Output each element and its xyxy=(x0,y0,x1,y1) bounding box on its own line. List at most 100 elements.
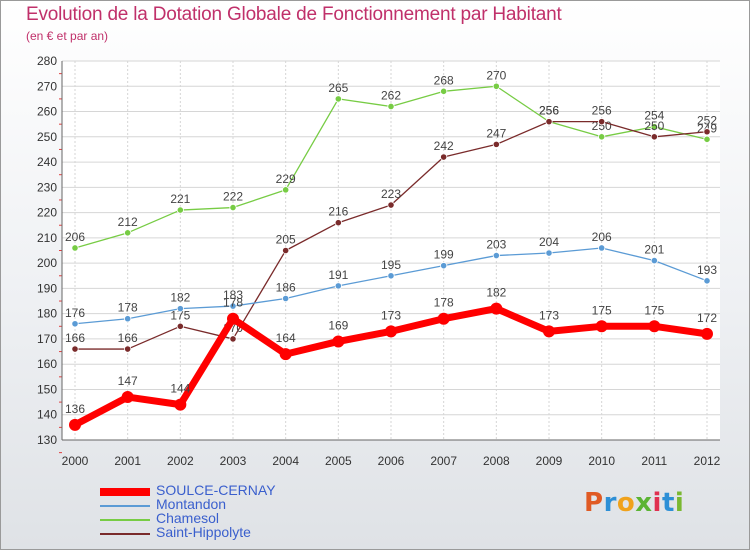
data-label-chamesol: 270 xyxy=(486,68,506,82)
data-label-chamesol: 222 xyxy=(223,190,243,204)
x-tick-label: 2004 xyxy=(272,454,299,468)
data-label-montandon: 186 xyxy=(276,281,296,295)
data-label-saint-hippolyte: 166 xyxy=(65,331,85,345)
data-label-montandon: 203 xyxy=(486,238,506,252)
y-tick-label: 270 xyxy=(37,79,57,93)
legend-label: SOULCE-CERNAY xyxy=(156,482,276,498)
data-label-soulce-cernay: 147 xyxy=(118,374,138,388)
data-label-saint-hippolyte: 250 xyxy=(644,119,664,133)
data-point-montandon xyxy=(229,302,237,310)
data-label-saint-hippolyte: 247 xyxy=(486,126,506,140)
data-point-saint-hippolyte xyxy=(545,118,553,126)
y-tick-label: 180 xyxy=(37,307,57,321)
y-tick-label: 260 xyxy=(37,105,57,119)
data-label-montandon: 206 xyxy=(592,230,612,244)
data-point-montandon xyxy=(440,262,448,270)
data-point-montandon xyxy=(387,272,395,280)
data-point-saint-hippolyte xyxy=(176,322,184,330)
x-tick-label: 2006 xyxy=(378,454,405,468)
data-point-soulce-cernay xyxy=(332,335,345,348)
data-point-saint-hippolyte xyxy=(71,345,79,353)
data-point-saint-hippolyte xyxy=(440,153,448,161)
data-label-saint-hippolyte: 256 xyxy=(592,104,612,118)
y-tick-label: 160 xyxy=(37,357,57,371)
data-point-chamesol xyxy=(71,244,79,252)
data-label-saint-hippolyte: 166 xyxy=(118,331,138,345)
data-point-chamesol xyxy=(229,203,237,212)
y-tick-label: 230 xyxy=(37,180,57,194)
data-point-chamesol xyxy=(282,186,290,194)
data-point-montandon xyxy=(124,315,132,323)
data-point-soulce-cernay xyxy=(648,320,661,333)
data-label-montandon: 195 xyxy=(381,258,401,272)
logo-letter: P xyxy=(584,488,604,518)
data-label-montandon: 204 xyxy=(539,235,559,249)
data-point-soulce-cernay xyxy=(543,325,555,338)
data-point-saint-hippolyte xyxy=(387,201,395,209)
data-label-chamesol: 262 xyxy=(381,88,401,102)
data-label-chamesol: 250 xyxy=(592,119,612,133)
legend-swatch xyxy=(100,533,150,535)
data-point-soulce-cernay xyxy=(69,418,81,431)
data-point-saint-hippolyte xyxy=(282,246,290,255)
data-point-montandon xyxy=(545,249,553,257)
data-point-chamesol xyxy=(440,87,448,95)
data-label-soulce-cernay: 169 xyxy=(328,318,348,332)
data-label-chamesol: 221 xyxy=(170,192,190,206)
data-point-soulce-cernay xyxy=(385,325,397,338)
data-point-saint-hippolyte xyxy=(703,128,711,136)
logo-letter: i xyxy=(674,488,685,518)
logo-letter: i xyxy=(652,488,662,518)
data-label-montandon: 182 xyxy=(170,291,190,305)
data-label-soulce-cernay: 164 xyxy=(276,331,296,345)
data-label-montandon: 176 xyxy=(65,306,85,320)
data-label-chamesol: 256 xyxy=(539,104,559,118)
data-point-soulce-cernay xyxy=(174,398,187,411)
legend-label: Montandon xyxy=(156,496,227,512)
data-label-montandon: 183 xyxy=(223,288,243,302)
data-label-soulce-cernay: 178 xyxy=(434,296,454,310)
x-tick-label: 2007 xyxy=(430,454,457,468)
data-point-montandon xyxy=(703,277,711,285)
data-label-chamesol: 268 xyxy=(434,73,454,87)
x-tick-label: 2000 xyxy=(62,454,89,468)
data-point-chamesol xyxy=(176,206,184,214)
x-tick-label: 2010 xyxy=(588,454,615,468)
logo-letter: o xyxy=(616,488,636,518)
y-tick-label: 170 xyxy=(37,332,57,346)
y-tick-label: 220 xyxy=(37,206,57,220)
x-tick-label: 2001 xyxy=(114,454,141,468)
data-point-chamesol xyxy=(387,102,395,111)
x-tick-label: 2011 xyxy=(641,454,667,468)
data-label-montandon: 201 xyxy=(644,243,664,257)
logo-letter: x xyxy=(635,488,653,518)
data-label-chamesol: 212 xyxy=(118,215,138,229)
y-tick-label: 190 xyxy=(37,281,57,295)
data-label-soulce-cernay: 182 xyxy=(486,286,506,300)
data-point-saint-hippolyte xyxy=(650,133,658,141)
y-tick-label: 250 xyxy=(37,130,57,144)
legend-label: Saint-Hippolyte xyxy=(156,524,251,540)
data-label-saint-hippolyte: 223 xyxy=(381,187,401,201)
data-point-chamesol xyxy=(703,135,711,143)
data-label-saint-hippolyte: 216 xyxy=(328,205,348,219)
data-point-montandon xyxy=(650,257,658,265)
proxiti-logo: Proxiti xyxy=(584,488,684,518)
logo-letter: t xyxy=(661,488,675,518)
y-tick-label: 210 xyxy=(37,231,57,245)
data-point-montandon xyxy=(176,305,184,313)
data-label-soulce-cernay: 175 xyxy=(644,303,664,317)
data-label-saint-hippolyte: 242 xyxy=(434,139,454,153)
x-tick-label: 2002 xyxy=(167,454,194,468)
data-point-montandon xyxy=(282,294,290,303)
data-label-soulce-cernay: 173 xyxy=(381,308,401,322)
data-point-soulce-cernay xyxy=(121,391,134,404)
x-tick-label: 2008 xyxy=(483,454,510,468)
y-tick-label: 200 xyxy=(37,256,57,270)
y-tick-label: 280 xyxy=(37,54,57,68)
x-tick-label: 2009 xyxy=(536,454,563,468)
x-tick-label: 2005 xyxy=(325,454,352,468)
data-point-chamesol xyxy=(492,82,500,90)
data-point-chamesol xyxy=(334,95,342,103)
